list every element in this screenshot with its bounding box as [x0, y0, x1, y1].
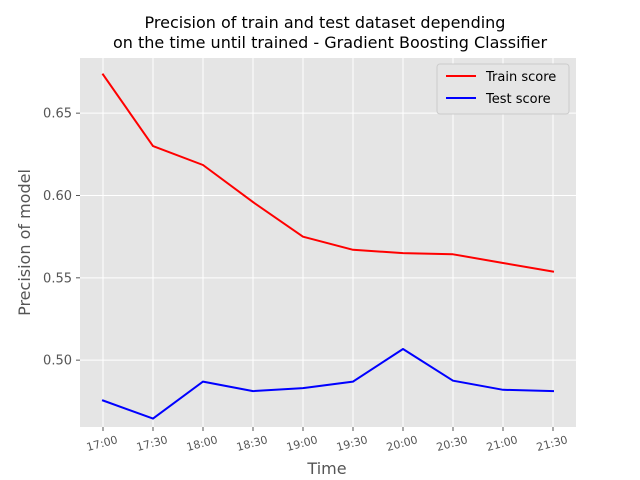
- y-tick-label: 0.65: [43, 107, 72, 122]
- series-lines: [101, 73, 555, 420]
- legend: Train score Test score: [436, 63, 570, 115]
- x-axis-label: Time: [306, 459, 346, 478]
- x-tick-label: 17:30: [135, 433, 169, 454]
- train-score-line: [101, 73, 555, 273]
- y-tick-label: 0.55: [43, 271, 72, 286]
- legend-label-test: Test score: [485, 92, 551, 107]
- x-tick-label: 21:00: [485, 433, 519, 454]
- x-tick-label: 17:00: [85, 433, 119, 454]
- x-tick-label: 20:30: [435, 433, 469, 454]
- legend-label-train: Train score: [485, 70, 556, 85]
- test-score-line: [101, 348, 555, 420]
- x-tick-label: 19:30: [335, 433, 369, 454]
- chart-title-line-2: on the time until trained - Gradient Boo…: [113, 33, 547, 52]
- x-tick-label: 18:30: [235, 433, 269, 454]
- y-tick-label: 0.60: [43, 189, 72, 204]
- x-tick-label: 21:30: [535, 433, 569, 454]
- grid-lines: [80, 58, 576, 427]
- y-axis-label: Precision of model: [15, 169, 34, 316]
- x-tick-label: 18:00: [185, 433, 219, 454]
- x-tick-label: 20:00: [385, 433, 419, 454]
- chart-title-line-1: Precision of train and test dataset depe…: [145, 13, 506, 32]
- x-tick-label: 19:00: [285, 433, 319, 454]
- y-tick-label: 0.50: [43, 354, 72, 369]
